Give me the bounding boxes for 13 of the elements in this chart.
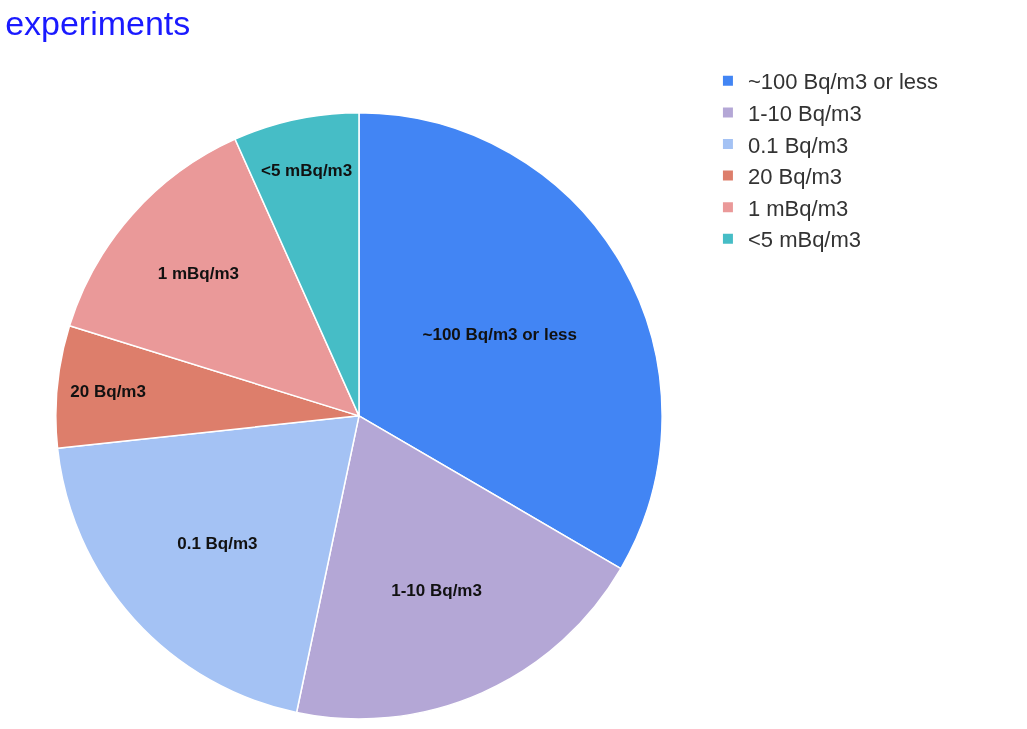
legend-label: 0.1 Bq/m3 xyxy=(747,132,849,158)
slice-label: 20 Bq/m3 xyxy=(70,381,146,401)
slice-label: 1-10 Bq/m3 xyxy=(391,581,482,601)
legend-label: 20 Bq/m3 xyxy=(747,164,843,190)
legend-label: ~100 Bq/m3 or less xyxy=(747,69,939,95)
slice-label: ~100 Bq/m3 or less xyxy=(422,325,578,345)
legend-label: 1 mBq/m3 xyxy=(747,195,849,221)
legend-label: <5 mBq/m3 xyxy=(747,227,862,253)
legend-label: 1-10 Bq/m3 xyxy=(747,100,862,126)
slice-label: 1 mBq/m3 xyxy=(157,263,239,283)
slice-label: <5 mBq/m3 xyxy=(261,161,353,181)
slice-label: 0.1 Bq/m3 xyxy=(177,534,258,554)
chart-title: experiments xyxy=(5,3,191,42)
